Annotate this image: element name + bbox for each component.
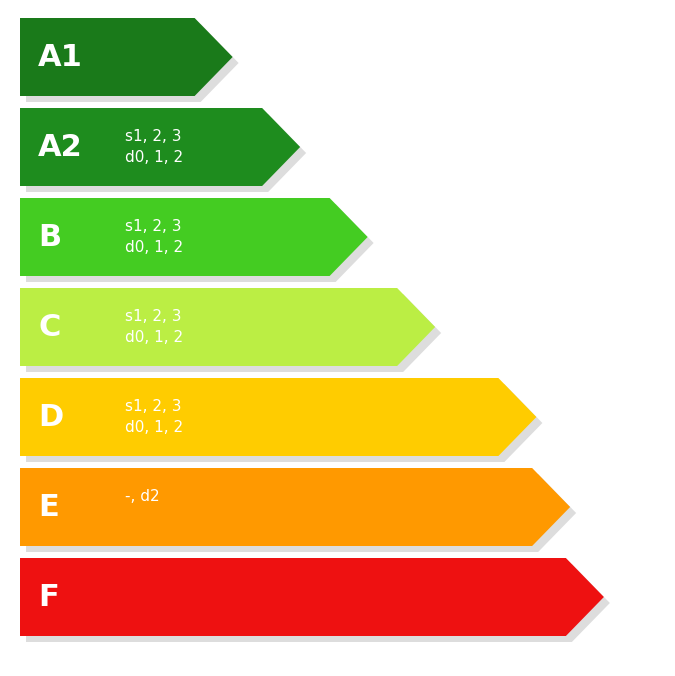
Text: d0, 1, 2: d0, 1, 2 (125, 420, 183, 435)
Text: s1, 2, 3: s1, 2, 3 (125, 308, 182, 324)
Polygon shape (26, 384, 543, 462)
Polygon shape (26, 474, 576, 552)
Text: F: F (38, 583, 59, 612)
Text: C: C (38, 312, 60, 341)
Polygon shape (20, 18, 233, 96)
Polygon shape (20, 468, 570, 546)
Text: d0, 1, 2: d0, 1, 2 (125, 151, 183, 166)
Polygon shape (20, 558, 604, 636)
Text: -, d2: -, d2 (125, 489, 159, 504)
Text: A1: A1 (38, 43, 83, 72)
Polygon shape (26, 24, 239, 102)
Text: s1, 2, 3: s1, 2, 3 (125, 128, 182, 143)
Polygon shape (20, 198, 368, 276)
Polygon shape (26, 204, 374, 282)
Polygon shape (26, 564, 610, 642)
Text: D: D (38, 402, 63, 431)
Polygon shape (20, 108, 300, 186)
Text: s1, 2, 3: s1, 2, 3 (125, 399, 182, 414)
Text: s1, 2, 3: s1, 2, 3 (125, 218, 182, 234)
Polygon shape (20, 288, 435, 366)
Text: d0, 1, 2: d0, 1, 2 (125, 241, 183, 256)
Text: E: E (38, 493, 59, 521)
Text: A2: A2 (38, 132, 83, 162)
Text: B: B (38, 222, 61, 251)
Text: d0, 1, 2: d0, 1, 2 (125, 331, 183, 345)
Polygon shape (26, 114, 306, 192)
Polygon shape (26, 294, 441, 372)
Polygon shape (20, 378, 537, 456)
